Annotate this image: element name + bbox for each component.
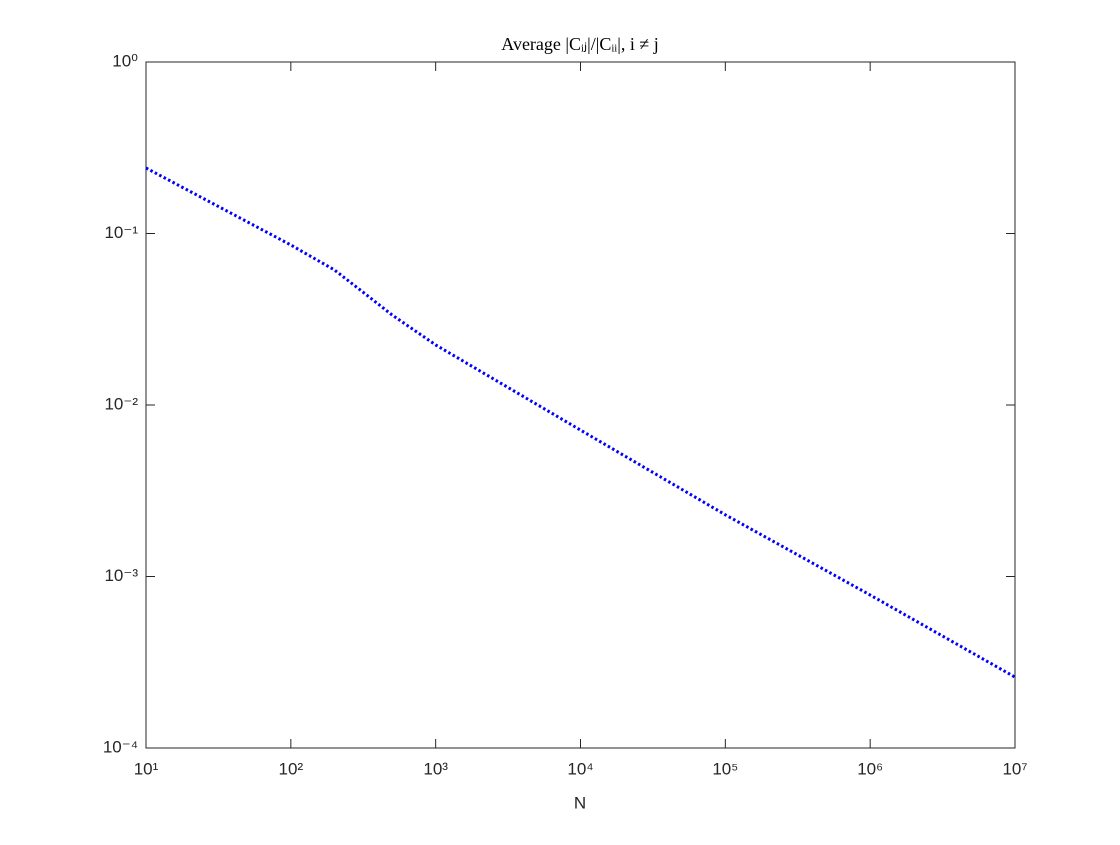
x-tick-label: 10⁴ xyxy=(567,759,593,778)
y-tick-label: 10⁻⁴ xyxy=(103,737,138,756)
x-tick-label: 10² xyxy=(279,759,304,778)
x-tick-label: 10⁷ xyxy=(1002,759,1027,778)
y-tick-label: 10⁰ xyxy=(112,51,138,70)
x-tick-label: 10⁵ xyxy=(712,759,738,778)
x-tick-label: 10⁶ xyxy=(857,759,883,778)
y-tick-label: 10⁻² xyxy=(104,394,138,413)
chart-title: Average |Cᵢⱼ|/|Cᵢᵢ|, i ≠ j xyxy=(501,34,658,54)
y-tick-label: 10⁻³ xyxy=(104,566,138,585)
x-tick-label: 10³ xyxy=(423,759,448,778)
plot-area xyxy=(145,61,1016,749)
x-tick-label: 10¹ xyxy=(134,759,159,778)
x-axis-label: N xyxy=(574,793,586,812)
y-tick-label: 10⁻¹ xyxy=(104,223,138,242)
